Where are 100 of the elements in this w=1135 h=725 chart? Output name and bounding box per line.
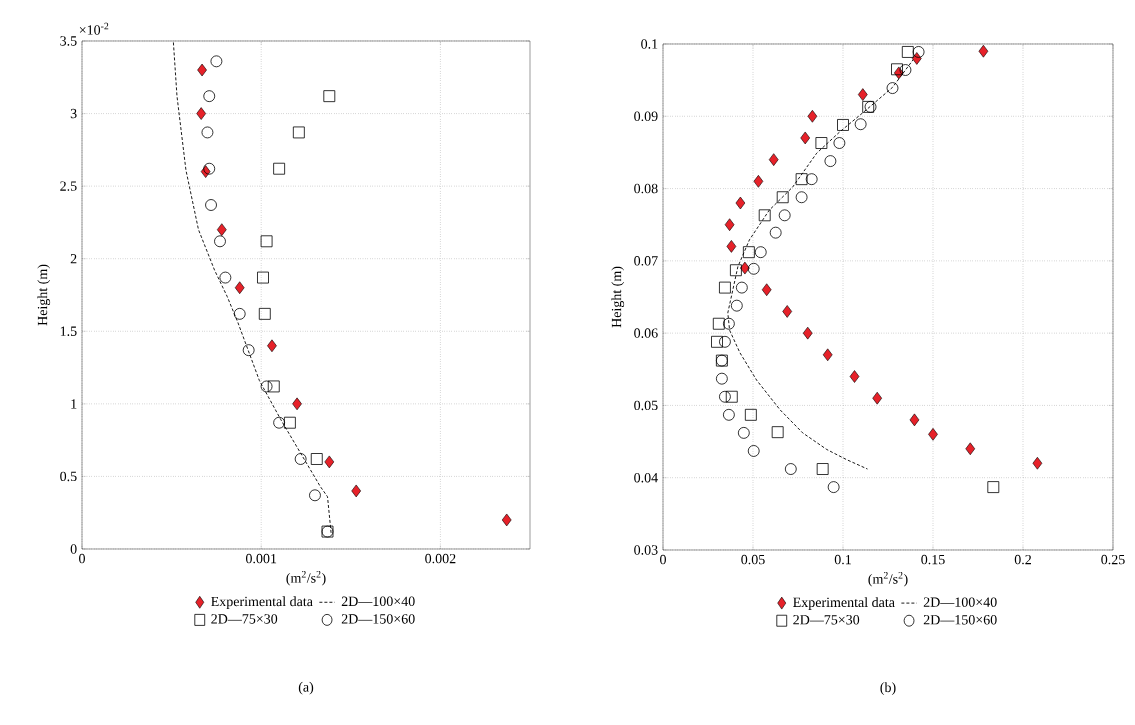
y-tick-label: 3 — [70, 108, 77, 119]
y-tick-label: 0.09 — [634, 111, 658, 122]
x-tick-label: 0.15 — [921, 554, 945, 565]
point — [260, 235, 273, 248]
text: (a) — [298, 681, 314, 695]
legend-label: Experimental data — [211, 596, 313, 610]
legend-label: 2D—150×60 — [923, 615, 997, 625]
text: (b) — [880, 682, 896, 695]
point — [827, 481, 840, 493]
legend-label: 2D—100×40 — [923, 597, 997, 607]
point — [712, 317, 725, 330]
point — [754, 246, 767, 259]
legend-label: 2D—150×60 — [341, 614, 415, 624]
point — [872, 391, 882, 405]
point — [891, 63, 903, 76]
point — [778, 209, 791, 222]
point — [216, 223, 227, 236]
point — [744, 408, 757, 421]
point — [210, 55, 223, 68]
legend-label: 2D—75×30 — [211, 614, 278, 624]
point — [257, 271, 269, 284]
point — [197, 63, 207, 77]
point — [309, 489, 321, 502]
point — [769, 226, 782, 239]
point — [771, 426, 784, 439]
point — [719, 335, 731, 348]
point — [965, 442, 976, 456]
point — [747, 445, 760, 457]
point — [273, 162, 286, 175]
x-axis-title: (m$^{2}$/s$^{2}$) — [286, 570, 326, 586]
legend-label: 2D—75×30 — [793, 615, 860, 625]
point — [833, 137, 846, 149]
point — [802, 326, 813, 340]
point — [201, 126, 214, 139]
point — [735, 281, 748, 294]
point — [928, 428, 938, 441]
point — [758, 209, 771, 222]
x-tick-label: 0.2 — [1014, 554, 1031, 565]
y-tick-label: 0.07 — [634, 256, 658, 266]
y-tick-label: 0 — [70, 544, 77, 554]
point — [747, 262, 760, 275]
point — [899, 64, 912, 76]
point — [324, 455, 335, 469]
point — [234, 281, 245, 295]
point — [205, 199, 217, 211]
point — [722, 408, 735, 421]
point — [196, 107, 206, 120]
point — [805, 173, 818, 186]
point — [735, 196, 746, 210]
point — [292, 397, 302, 411]
point — [501, 513, 512, 527]
point — [854, 118, 867, 131]
point — [730, 264, 742, 277]
point — [260, 380, 273, 393]
y-tick-label: 1.5 — [60, 326, 77, 336]
x-tick-label: 0.002 — [425, 553, 456, 564]
point — [987, 481, 1000, 493]
x-tick-label: 0 — [660, 554, 666, 565]
point — [795, 173, 808, 186]
point — [203, 90, 216, 103]
point — [724, 218, 735, 232]
point — [203, 162, 216, 175]
point — [807, 109, 818, 123]
point — [719, 281, 731, 294]
point — [233, 307, 246, 320]
y-tick-label: 2 — [70, 254, 77, 264]
point — [715, 372, 728, 385]
point — [219, 271, 232, 284]
point — [214, 235, 226, 248]
point — [726, 240, 737, 253]
y-tick-label: 0.04 — [634, 472, 658, 483]
y-tick-label: 1 — [71, 399, 77, 409]
y-tick-label: 0.5 — [60, 471, 77, 482]
x-tick-label: 0.05 — [741, 554, 765, 565]
x-tick-label: 0.001 — [245, 553, 277, 564]
point — [768, 153, 779, 166]
point — [283, 416, 296, 429]
point — [323, 90, 336, 103]
point — [722, 317, 735, 330]
x-axis-title: (m$^{2}$/s$^{2}$) — [868, 571, 908, 587]
point — [824, 155, 837, 167]
point — [292, 126, 305, 139]
point — [294, 453, 307, 465]
point — [1032, 456, 1043, 470]
point — [351, 484, 361, 498]
point — [725, 390, 738, 403]
point — [242, 344, 255, 357]
point — [837, 119, 849, 131]
point — [258, 307, 271, 320]
point — [800, 131, 810, 145]
point — [822, 348, 833, 362]
point — [912, 46, 925, 58]
point — [267, 339, 277, 353]
x-tick-label: 0.25 — [1101, 554, 1125, 565]
y-axis-title: Height (m) — [611, 266, 625, 328]
point — [761, 283, 772, 297]
point — [776, 191, 789, 204]
point — [273, 416, 286, 429]
point — [310, 453, 323, 465]
y-tick-label: 0.03 — [634, 545, 658, 555]
